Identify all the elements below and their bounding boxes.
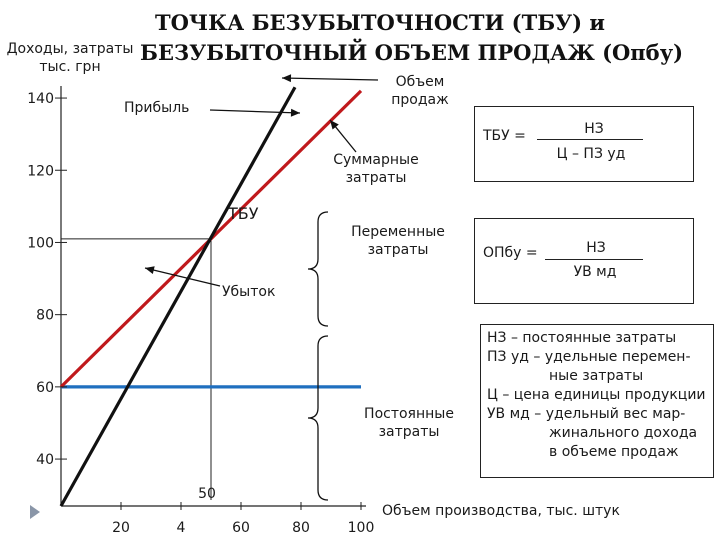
legend-line: в объеме продаж (549, 444, 679, 460)
total-costs-annotation: Суммарные затраты (326, 151, 426, 187)
volume-annotation-line-2: продаж (391, 92, 449, 108)
legend-line: УВ мд – удельный вес мар- (487, 406, 686, 422)
fixed-costs-annotation: Постоянные затраты (356, 405, 462, 441)
legend-line: ПЗ уд – удельные перемен- (487, 349, 691, 365)
y-axis-label-line-1: Доходы, затраты (6, 41, 134, 57)
y-axis-label: Доходы, затраты тыс. грн (4, 40, 136, 76)
volume-annotation-line-1: Объем (395, 74, 445, 90)
y-tick-label: 100 (27, 235, 54, 251)
breakeven-point-label: ТБУ (228, 204, 259, 223)
legend-line: жинального дохода (549, 425, 698, 441)
x-tick-label: 100 (348, 520, 375, 536)
tbu-formula-box: ТБУ = НЗ Ц – ПЗ уд (474, 106, 694, 182)
y-tick-label: 120 (27, 163, 54, 179)
x-tick-label: 80 (292, 520, 310, 536)
y-tick-label: 140 (27, 91, 54, 107)
loss-arrow-head (145, 266, 155, 274)
fixed-costs-line-1: Постоянные (364, 406, 454, 422)
x-tick-label: 60 (232, 520, 250, 536)
title-line-2: БЕЗУБЫТОЧНЫЙ ОБЪЕМ ПРОДАЖ (Опбу) (140, 40, 684, 65)
tbu-formula-label: ТБУ = (483, 128, 526, 144)
variable-costs-line-1: Переменные (351, 224, 445, 240)
profit-label: Прибыль (124, 100, 190, 116)
tbu-formula-numerator: НЗ (584, 121, 604, 137)
legend-line: ные затраты (549, 368, 644, 384)
volume-annotation: Объем продаж (380, 73, 460, 109)
fixed-costs-brace (307, 335, 329, 501)
breakeven-x-label: 50 (198, 486, 216, 502)
y-tick-label: 60 (36, 380, 54, 396)
opbu-formula-box: ОПбу = НЗ УВ мд (474, 218, 694, 304)
x-tick-label: 20 (112, 520, 130, 536)
x-axis-arrow-icon (30, 505, 40, 519)
total-costs-line-1: Суммарные (333, 152, 419, 168)
chart-title: ТОЧКА БЕЗУБЫТОЧНОСТИ (ТБУ) и БЕЗУБЫТОЧНЫ… (140, 8, 684, 68)
tbu-formula-denominator: Ц – ПЗ уд (556, 146, 626, 162)
volume-annotation-arrow-head (282, 74, 292, 83)
total-costs-arrow-head (330, 120, 339, 130)
volume-annotation-arrow (281, 77, 379, 81)
variable-costs-brace (307, 211, 329, 327)
title-line-1: ТОЧКА БЕЗУБЫТОЧНОСТИ (ТБУ) и (154, 10, 606, 35)
y-tick-label: 40 (36, 452, 54, 468)
y-tick-label: 80 (36, 308, 54, 324)
x-axis-label: Объем производства, тыс. штук (382, 503, 620, 519)
fixed-costs-line-2: затраты (378, 424, 440, 440)
legend-line: НЗ – постоянные затраты (487, 330, 677, 346)
legend-line: Ц – цена единицы продукции (487, 387, 706, 403)
variable-costs-line-2: затраты (367, 242, 429, 258)
loss-arrow (144, 267, 221, 287)
legend-box: НЗ – постоянные затраты ПЗ уд – удельные… (480, 324, 714, 478)
variable-costs-annotation: Переменные затраты (340, 223, 456, 259)
profit-arrow-head (290, 108, 300, 117)
profit-arrow (209, 109, 301, 114)
revenue-line (59, 86, 297, 507)
opbu-formula-denominator: УВ мд (573, 264, 617, 280)
x-tick-label: 4 (177, 520, 186, 536)
total-costs-line-2: затраты (345, 170, 407, 186)
loss-label: Убыток (222, 284, 276, 300)
y-axis-label-line-2: тыс. грн (39, 59, 101, 75)
tbu-fraction-bar (537, 139, 643, 140)
opbu-formula-numerator: НЗ (586, 240, 606, 256)
opbu-formula-label: ОПбу = (483, 245, 538, 261)
opbu-fraction-bar (545, 259, 643, 260)
